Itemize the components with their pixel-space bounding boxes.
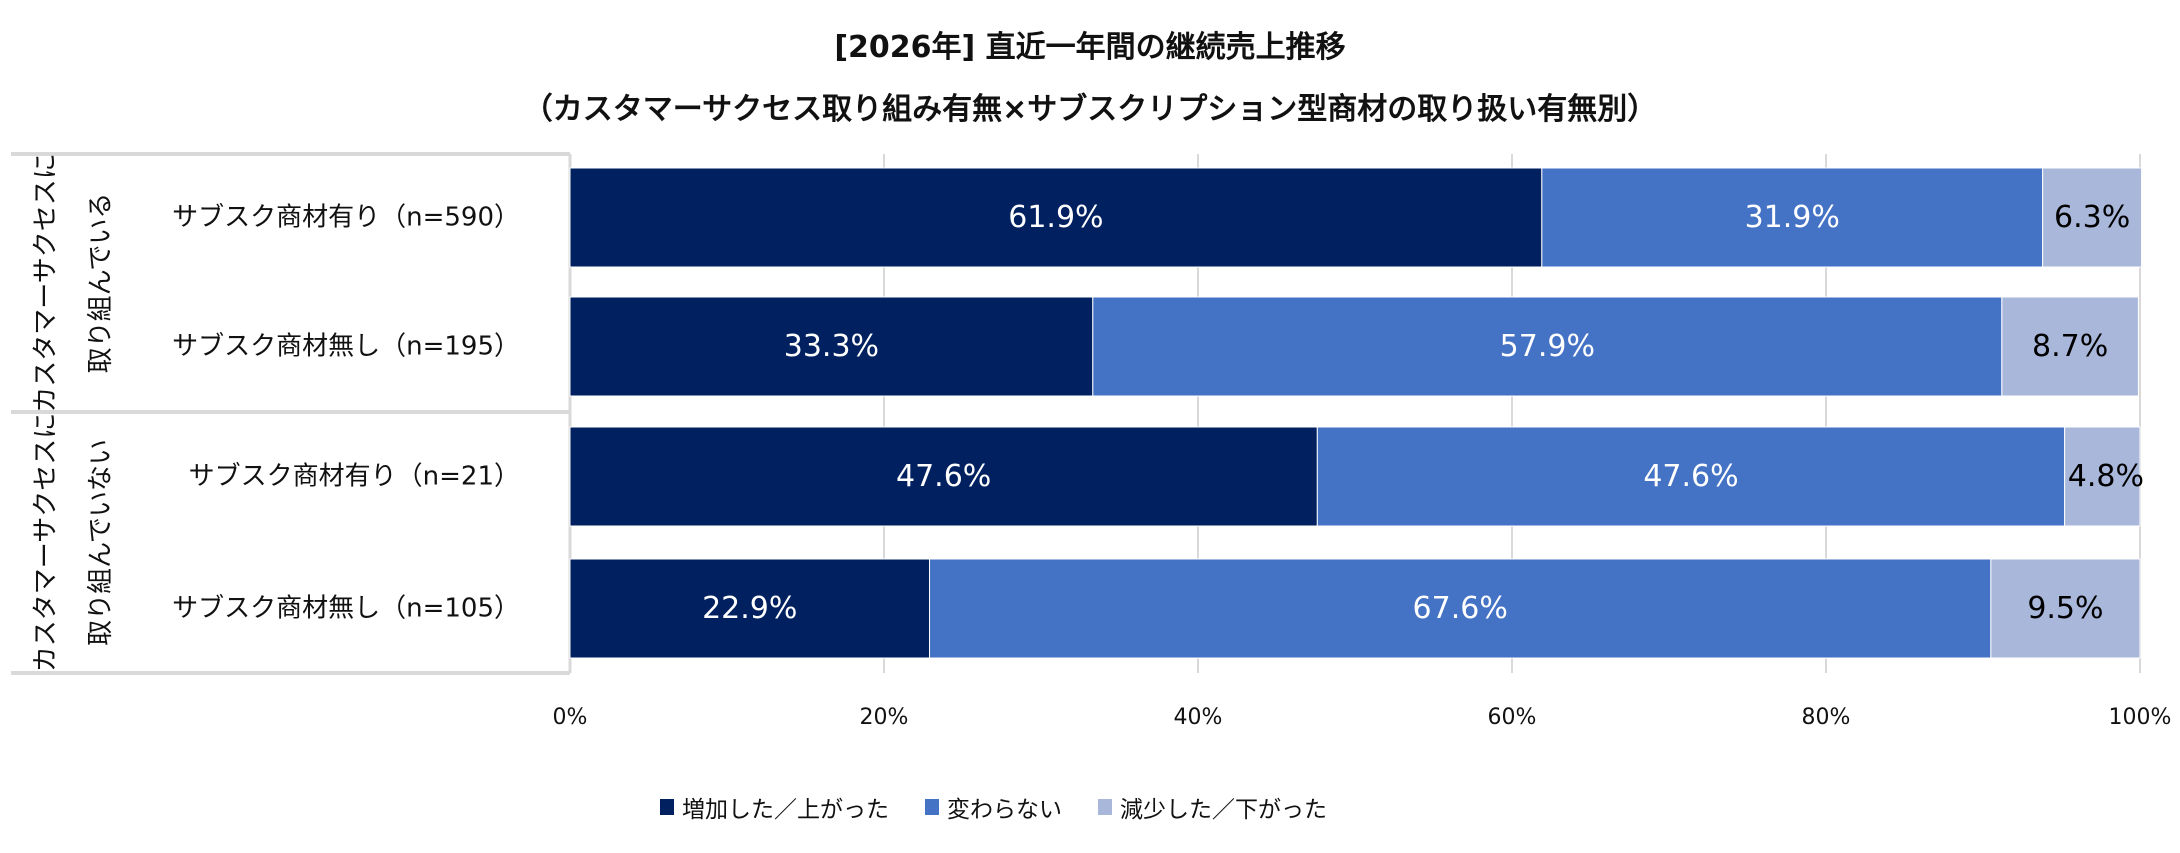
category-label: サブスク商材有り（n=21）: [189, 462, 520, 492]
category-label: サブスク商材無し（n=105）: [172, 594, 520, 624]
group-label: カスタマーサクセスに: [31, 153, 61, 412]
data-label: 33.3%: [784, 329, 879, 364]
bar-segment: [569, 167, 1543, 268]
x-tick-label: 20%: [860, 705, 909, 730]
bar-segment: [2064, 426, 2141, 527]
group-label: カスタマーサクセスに: [31, 413, 61, 672]
bar-segment: [1990, 558, 2141, 659]
data-label: 57.9%: [1500, 329, 1595, 364]
data-label: 4.8%: [2068, 459, 2144, 494]
data-label: 9.5%: [2027, 591, 2103, 626]
bar-segment: [569, 558, 931, 659]
bar-segment: [1092, 296, 2003, 397]
x-tick-label: 60%: [1488, 705, 1537, 730]
chart-subtitle: （カスタマーサクセス取り組み有無×サブスクリプション型商材の取り扱い有無別）: [522, 92, 1658, 127]
x-tick-label: 80%: [1802, 705, 1851, 730]
x-tick-label: 40%: [1174, 705, 1223, 730]
legend-item: 変わらない: [925, 790, 1062, 824]
bar-segment: [569, 426, 1318, 527]
legend-label: 変わらない: [947, 797, 1062, 823]
data-label: 22.9%: [702, 591, 797, 626]
group-label: 取り組んでいない: [86, 439, 116, 646]
legend-label: 増加した／上がった: [682, 797, 889, 823]
legend-item: 減少した／下がった: [1098, 790, 1327, 824]
data-label: 61.9%: [1008, 200, 1103, 235]
data-label: 6.3%: [2054, 200, 2130, 235]
data-label: 47.6%: [896, 459, 991, 494]
data-label: 8.7%: [2032, 329, 2108, 364]
bar-segment: [2001, 296, 2139, 397]
chart-title: [2026年] 直近一年間の継続売上推移: [834, 30, 1346, 65]
bar-segment: [929, 558, 1992, 659]
legend-swatch: [660, 799, 674, 815]
x-tick-label: 100%: [2109, 705, 2172, 730]
bar-segment: [569, 296, 1094, 397]
data-label: 67.6%: [1413, 591, 1508, 626]
legend-swatch: [925, 799, 939, 815]
legend-label: 減少した／下がった: [1120, 797, 1327, 823]
legend: 増加した／上がった 変わらない 減少した／下がった: [660, 790, 1327, 824]
category-label: サブスク商材有り（n=590）: [172, 203, 520, 233]
bar-segment: [2042, 167, 2143, 268]
legend-item: 増加した／上がった: [660, 790, 889, 824]
bar-segment: [1541, 167, 2044, 268]
data-label: 47.6%: [1643, 459, 1738, 494]
category-label: サブスク商材無し（n=195）: [172, 332, 520, 362]
data-label: 31.9%: [1745, 200, 1840, 235]
group-label: 取り組んでいる: [86, 193, 116, 374]
x-tick-label: 0%: [553, 705, 588, 730]
legend-swatch: [1098, 799, 1112, 815]
bar-segment: [1316, 426, 2066, 527]
